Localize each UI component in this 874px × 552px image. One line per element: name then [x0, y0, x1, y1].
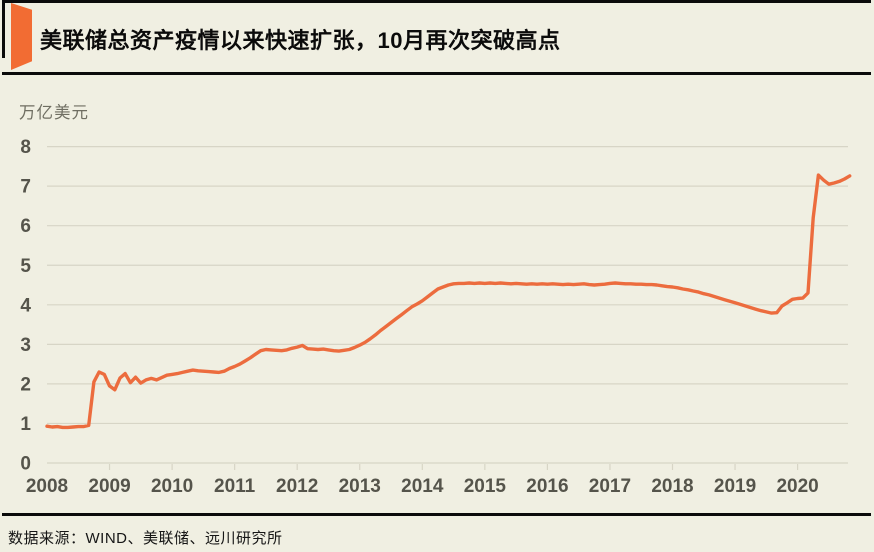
x-tick-label: 2014 [401, 476, 444, 497]
x-tick-label: 2013 [339, 476, 381, 497]
y-tick-label: 0 [20, 454, 31, 475]
x-tick-label: 2019 [714, 476, 756, 497]
left-notch-rule [2, 0, 5, 58]
y-tick-label: 3 [20, 335, 31, 356]
x-tick-label: 2011 [214, 476, 256, 497]
footer-rule [2, 513, 871, 516]
x-tick-label: 2008 [26, 476, 68, 497]
orange-ribbon-accent [11, 3, 32, 70]
y-axis-unit-label: 万亿美元 [19, 104, 89, 122]
y-tick-label: 5 [20, 256, 31, 277]
x-tick-label: 2018 [651, 476, 693, 497]
fed-assets-line [45, 173, 852, 430]
y-tick-label: 2 [20, 374, 31, 395]
x-tick-label: 2020 [776, 476, 818, 497]
x-tick-label: 2012 [276, 476, 318, 497]
x-tick-label: 2015 [464, 476, 507, 497]
y-tick-label: 8 [20, 137, 31, 158]
y-tick-label: 4 [20, 295, 31, 316]
y-tick-label: 7 [20, 177, 31, 198]
x-tick-label: 2017 [589, 476, 631, 497]
y-tick-label: 6 [20, 216, 31, 237]
y-tick-label: 1 [20, 414, 31, 435]
data-source-text: 数据来源：WIND、美联储、远川研究所 [8, 530, 283, 547]
chart-title: 美联储总资产疫情以来快速扩张，10月再次突破高点 [40, 28, 561, 53]
header-bottom-rule [2, 72, 871, 75]
x-tick-label: 2010 [151, 476, 193, 497]
top-rule [2, 0, 871, 3]
x-tick-label: 2016 [526, 476, 568, 497]
x-tick-label: 2009 [88, 476, 130, 497]
